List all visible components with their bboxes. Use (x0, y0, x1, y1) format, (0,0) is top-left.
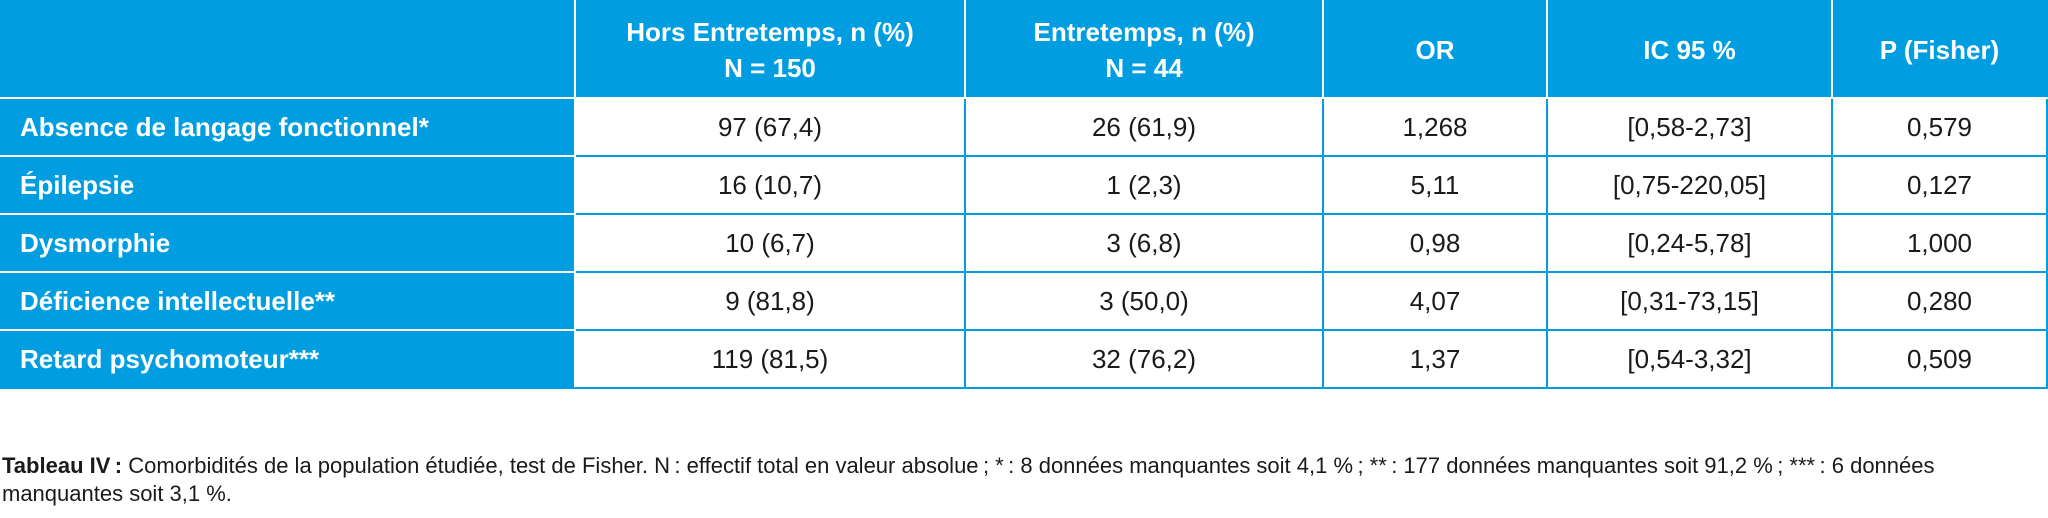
header-line1: IC 95 % (1643, 34, 1736, 65)
header-line2: N = 150 (724, 52, 816, 83)
table-cell: 9 (81,8) (574, 271, 966, 331)
header-line2: N = 44 (1105, 52, 1183, 83)
row-label: Déficience intellectuelle** (0, 271, 576, 331)
table-cell: 1 (2,3) (964, 155, 1324, 215)
comorbidity-table: Hors Entretemps, n (%) N = 150 Entretemp… (0, 0, 2048, 389)
table-row: Retard psychomoteur*** 119 (81,5) 32 (76… (0, 329, 2048, 389)
table-cell: [0,58-2,73] (1546, 97, 1833, 157)
table-cell: 1,000 (1831, 213, 2048, 273)
table-cell: 16 (10,7) (574, 155, 966, 215)
table-cell: 32 (76,2) (964, 329, 1324, 389)
header-p-fisher: P (Fisher) (1831, 0, 2048, 99)
table-cell: 0,98 (1322, 213, 1548, 273)
table-cell: 97 (67,4) (574, 97, 966, 157)
header-or: OR (1322, 0, 1548, 99)
table-cell: 119 (81,5) (574, 329, 966, 389)
header-hors-entretemps: Hors Entretemps, n (%) N = 150 (574, 0, 966, 99)
table-cell: 0,280 (1831, 271, 2048, 331)
table-row: Épilepsie 16 (10,7) 1 (2,3) 5,11 [0,75-2… (0, 155, 2048, 215)
row-label: Dysmorphie (0, 213, 576, 273)
table-cell: 5,11 (1322, 155, 1548, 215)
table-cell: [0,54-3,32] (1546, 329, 1833, 389)
header-line1: P (Fisher) (1879, 34, 2000, 65)
table-cell: 0,579 (1831, 97, 2048, 157)
table-caption: Tableau IV : Comorbidités de la populati… (2, 452, 2048, 508)
table-cell: 26 (61,9) (964, 97, 1324, 157)
caption-label: Tableau IV : (2, 453, 123, 478)
table-cell: 3 (6,8) (964, 213, 1324, 273)
table-cell: 10 (6,7) (574, 213, 966, 273)
table-cell: 3 (50,0) (964, 271, 1324, 331)
table-cell: 4,07 (1322, 271, 1548, 331)
table-cell: 0,127 (1831, 155, 2048, 215)
table-row: Déficience intellectuelle** 9 (81,8) 3 (… (0, 271, 2048, 331)
table-cell: 1,268 (1322, 97, 1548, 157)
header-ic95: IC 95 % (1546, 0, 1833, 99)
table-cell: [0,24-5,78] (1546, 213, 1833, 273)
header-line1: OR (1415, 34, 1455, 65)
table-cell: [0,31-73,15] (1546, 271, 1833, 331)
table-header-row: Hors Entretemps, n (%) N = 150 Entretemp… (0, 0, 2048, 99)
table-row: Absence de langage fonctionnel* 97 (67,4… (0, 97, 2048, 157)
table-row: Dysmorphie 10 (6,7) 3 (6,8) 0,98 [0,24-5… (0, 213, 2048, 273)
table-cell: 0,509 (1831, 329, 2048, 389)
row-label: Épilepsie (0, 155, 576, 215)
row-label: Retard psychomoteur*** (0, 329, 576, 389)
header-line1: Hors Entretemps, n (%) (626, 16, 914, 47)
row-label: Absence de langage fonctionnel* (0, 97, 576, 157)
caption-text: Comorbidités de la population étudiée, t… (2, 453, 1935, 506)
header-line1: Entretemps, n (%) (1033, 16, 1255, 47)
header-corner (0, 0, 576, 99)
header-entretemps: Entretemps, n (%) N = 44 (964, 0, 1324, 99)
table-cell: [0,75-220,05] (1546, 155, 1833, 215)
table-cell: 1,37 (1322, 329, 1548, 389)
